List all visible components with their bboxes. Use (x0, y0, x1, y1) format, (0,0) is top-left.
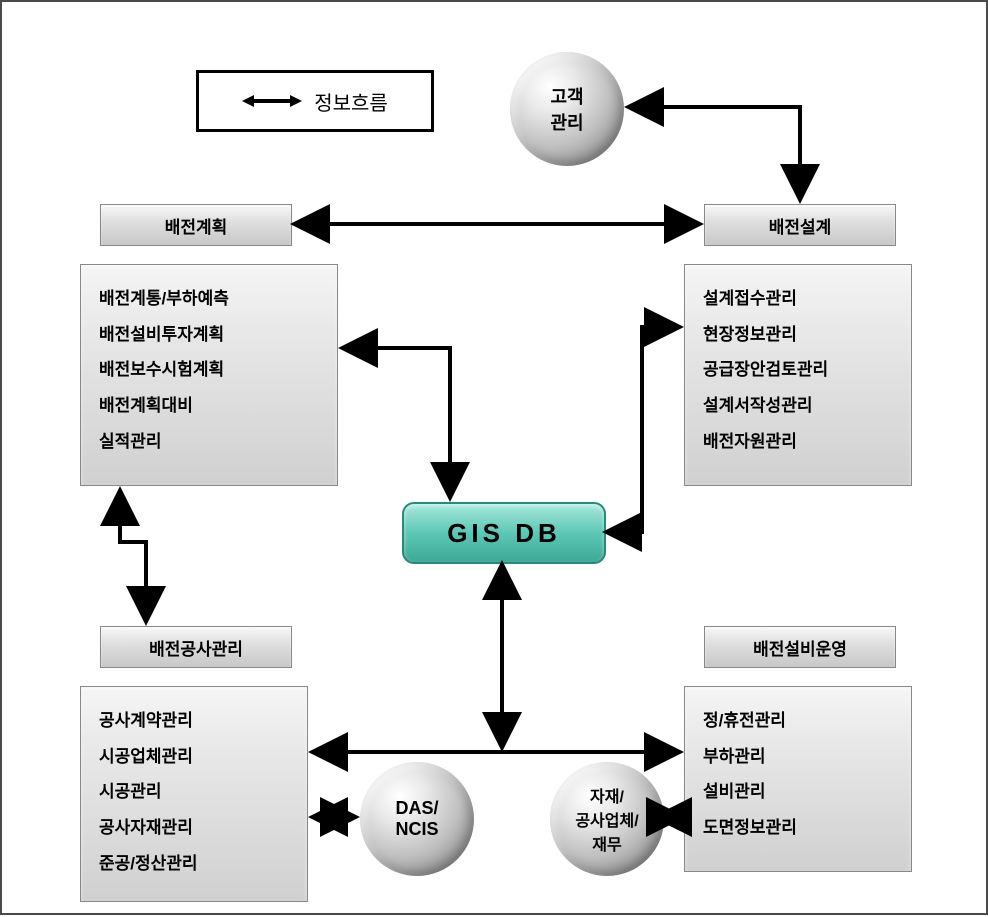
module-operation-body: 정/휴전관리 부하관리 설비관리 도면정보관리 (684, 686, 912, 872)
module-plan-header: 배전계획 (100, 204, 292, 246)
sphere-das-l2: NCIS (395, 819, 438, 839)
module-construction-body: 공사계약관리 시공업체관리 시공관리 공사자재관리 준공/정산관리 (80, 686, 308, 902)
list-item: 공급장안검토관리 (703, 352, 893, 388)
legend-box: 정보흐름 (196, 70, 434, 132)
list-item: 현장정보관리 (703, 317, 893, 353)
list-item: 시공업체관리 (99, 739, 289, 775)
list-item: 배전설비투자계획 (99, 317, 319, 353)
module-design-body: 설계접수관리 현장정보관리 공급장안검토관리 설계서작성관리 배전자원관리 (684, 264, 912, 486)
list-item: 도면정보관리 (703, 810, 893, 846)
list-item: 시공관리 (99, 774, 289, 810)
module-construction-header: 배전공사관리 (100, 626, 292, 668)
sphere-customer: 고객 관리 (510, 52, 624, 166)
sphere-mat-l3: 재무 (592, 837, 621, 854)
list-item: 정/휴전관리 (703, 703, 893, 739)
list-item: 배전보수시험계획 (99, 352, 319, 388)
list-item: 설계서작성관리 (703, 388, 893, 424)
module-plan-body: 배전계통/부하예측 배전설비투자계획 배전보수시험계획 배전계획대비 실적관리 (80, 264, 338, 486)
list-item: 부하관리 (703, 739, 893, 775)
list-item: 배전자원관리 (703, 424, 893, 460)
list-item: 공사자재관리 (99, 810, 289, 846)
sphere-das-l1: DAS/ (395, 798, 438, 818)
list-item: 준공/정산관리 (99, 846, 289, 882)
sphere-material: 자재/ 공사업체/ 재무 (550, 762, 664, 876)
double-arrow-icon (242, 95, 302, 107)
list-item: 설계접수관리 (703, 281, 893, 317)
sphere-mat-l1: 자재/ (590, 789, 624, 806)
module-operation-header: 배전설비운영 (704, 626, 896, 668)
sphere-customer-l2: 관리 (550, 113, 583, 133)
diagram-canvas: 정보흐름 고객 관리 배전계획 배전계통/부하예측 배전설비투자계획 배전보수시… (0, 0, 988, 915)
list-item: 공사계약관리 (99, 703, 289, 739)
sphere-mat-l2: 공사업체/ (575, 813, 638, 830)
sphere-customer-l1: 고객 (550, 87, 583, 107)
gis-db-node: GIS DB (402, 502, 606, 564)
list-item: 실적관리 (99, 424, 319, 460)
legend-label: 정보흐름 (314, 87, 388, 116)
sphere-das: DAS/ NCIS (360, 762, 474, 876)
list-item: 배전계통/부하예측 (99, 281, 319, 317)
list-item: 배전계획대비 (99, 388, 319, 424)
module-design-header: 배전설계 (704, 204, 896, 246)
list-item: 설비관리 (703, 774, 893, 810)
